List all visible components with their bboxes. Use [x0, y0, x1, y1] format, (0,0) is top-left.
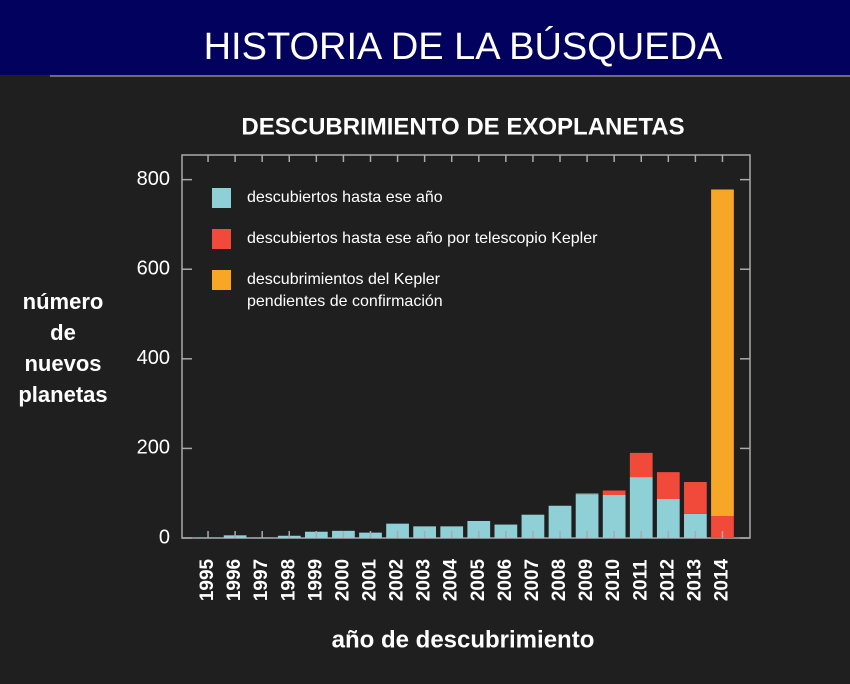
x-tick-label: 1995: [197, 558, 218, 601]
legend-label-line: descubiertos hasta ese año: [247, 189, 443, 206]
y-axis-label-line: de: [50, 320, 76, 345]
legend-swatch: [212, 270, 231, 290]
chart-title: DESCUBRIMIENTO DE EXOPLANETAS: [241, 113, 684, 140]
x-tick-label: 2011: [630, 559, 651, 601]
x-tick-label: 2010: [603, 559, 624, 601]
x-tick-label: 2013: [684, 559, 705, 601]
bar-segment: [711, 516, 734, 538]
x-tick-label: 2004: [441, 558, 462, 601]
legend-label: descubiertos hasta ese año por telescopi…: [247, 230, 598, 247]
bar-segment: [467, 520, 491, 538]
x-tick-label: 2008: [549, 559, 570, 601]
x-tick-label: 1998: [278, 559, 299, 601]
plot-frame: [181, 154, 751, 539]
slide-title: HISTORIA DE LA BÚSQUEDA: [204, 25, 723, 68]
bar-segment: [386, 523, 409, 538]
legend-label-line: pendientes de confirmación: [247, 293, 443, 310]
x-axis-label: año de descubrimiento: [332, 626, 595, 653]
y-axis-label: número de nuevos planetas: [18, 289, 107, 407]
y-tick-label: 800: [137, 168, 170, 190]
header-band: [0, 0, 850, 75]
bar-segment: [656, 472, 680, 500]
bar-segment: [684, 482, 707, 514]
bar-segment: [548, 505, 572, 538]
x-tick-label: 2000: [332, 559, 353, 601]
x-tick-label: 2009: [576, 559, 597, 601]
y-axis-label-line: número: [23, 289, 104, 314]
bar-segment: [575, 493, 599, 495]
legend-swatch: [212, 229, 231, 249]
y-axis-label-line: nuevos: [24, 351, 101, 376]
bar-segment: [521, 514, 545, 538]
bar-segment: [602, 494, 626, 538]
bar-segment: [629, 477, 653, 538]
y-tick-label: 600: [137, 258, 170, 280]
x-tick-label: 2006: [495, 559, 516, 601]
y-axis-label-line: planetas: [18, 382, 107, 407]
legend-swatch: [212, 188, 231, 208]
x-tick-label: 1997: [251, 559, 272, 601]
legend-label: descubrimientos del Kepler pendientes de …: [247, 271, 443, 310]
y-tick-label: 0: [159, 526, 170, 548]
bar-segment: [684, 513, 707, 538]
legend-label-line: descubrimientos del Kepler: [247, 271, 441, 288]
y-tick-label: 400: [137, 347, 170, 369]
bar-segment: [629, 452, 653, 478]
x-tick-label: 2001: [360, 558, 381, 601]
x-tick-label: 2002: [387, 559, 408, 601]
legend-label: descubiertos hasta ese año: [247, 189, 443, 206]
y-tick-label: 200: [137, 437, 170, 459]
bar-segment: [575, 494, 599, 538]
x-tick-label: 2014: [711, 558, 732, 601]
x-tick-label: 2003: [414, 559, 435, 601]
bar-segment: [602, 490, 626, 495]
x-tick-label: 2005: [468, 558, 489, 601]
bar-segment: [711, 189, 734, 517]
x-tick-label: 2007: [522, 559, 543, 601]
x-tick-label: 1996: [224, 559, 245, 601]
x-tick-label: 2012: [657, 559, 678, 601]
x-tick-label: 1999: [305, 559, 326, 601]
bar-segment: [656, 499, 680, 538]
legend-label-line: descubiertos hasta ese año por telescopi…: [247, 230, 598, 247]
